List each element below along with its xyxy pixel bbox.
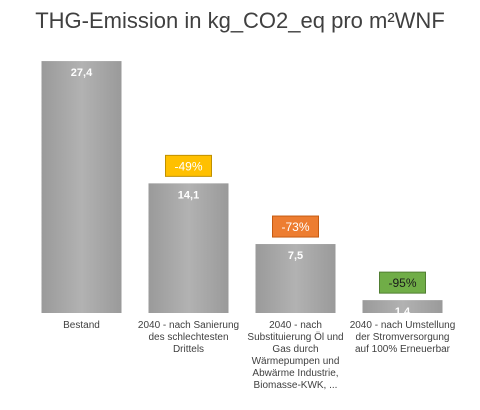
bar-1 bbox=[148, 183, 229, 313]
bar-2 bbox=[255, 244, 336, 313]
category-label-1: 2040 - nach Sanierung des schlechtesten Dr… bbox=[138, 320, 239, 355]
reduction-badge-2 bbox=[272, 215, 319, 238]
category-label-0: Bestand bbox=[63, 320, 100, 331]
bar-value-label-0: 27,4 bbox=[71, 67, 93, 79]
category-label-3: 2040 - nach Umstellung der Stromversorgun… bbox=[350, 320, 456, 355]
bars-layer bbox=[41, 61, 443, 313]
reduction-badge-1 bbox=[165, 154, 212, 177]
bar-value-label-2: 7,5 bbox=[288, 250, 303, 262]
bar-value-label-1: 14,1 bbox=[178, 189, 199, 201]
labels-layer: 27,4 Bestand 14,1 -49% 2040 - nach Sanierung… bbox=[63, 67, 455, 391]
reduction-label-3: -95% bbox=[388, 276, 416, 290]
chart-title: THG-Emission in kg_CO2_eq pro m²WNF bbox=[35, 8, 445, 33]
bar-3 bbox=[362, 300, 443, 313]
reduction-label-1: -49% bbox=[174, 159, 202, 173]
category-label-2: 2040 - nach Substituierung Öl und Gas durc… bbox=[247, 320, 343, 391]
bar-value-label-3: 1,4 bbox=[395, 306, 411, 318]
bar-0 bbox=[41, 61, 122, 313]
reduction-label-2: -73% bbox=[281, 220, 309, 234]
reduction-badge-3 bbox=[379, 271, 426, 294]
